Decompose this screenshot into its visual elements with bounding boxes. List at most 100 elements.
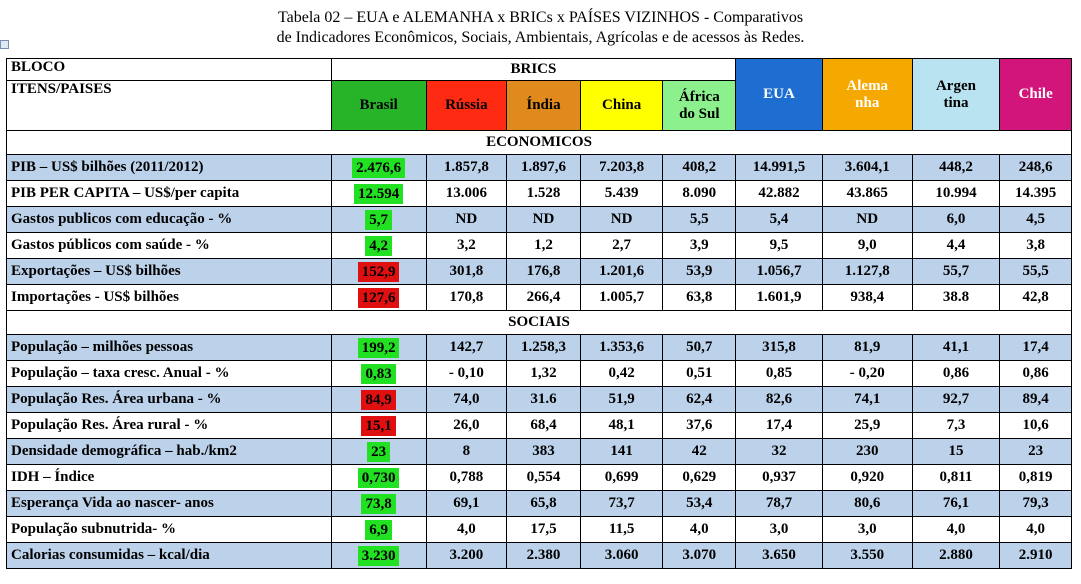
table-row: Gastos publicos com educação - % 5,7 ND ND N… xyxy=(6,206,1072,233)
table-cell: 8.090 xyxy=(662,180,737,207)
table-cell: 74,1 xyxy=(821,386,913,413)
table-cell: 1.601,9 xyxy=(735,284,823,311)
table-cell: ND xyxy=(425,206,508,233)
table-cell: 383 xyxy=(506,438,581,465)
table-cell: 5.439 xyxy=(579,180,664,207)
country-header-8: Chile xyxy=(999,58,1072,131)
table-row: PIB PER CAPITA – US$/per capita 12.594 13.… xyxy=(6,180,1072,207)
country-name: EUA xyxy=(763,86,795,102)
section-title: ECONOMICOS xyxy=(6,130,1072,155)
table-cell: 199,2 xyxy=(330,334,427,361)
table-cell: 79,3 xyxy=(999,490,1072,517)
table-cell: 51,9 xyxy=(579,386,664,413)
table-cell: 170,8 xyxy=(425,284,508,311)
table-cell: 1.857,8 xyxy=(425,154,508,181)
table-cell: 84,9 xyxy=(330,386,427,413)
table-cell: 142,7 xyxy=(425,334,508,361)
table-cell: 38.8 xyxy=(911,284,1001,311)
table-cell: 938,4 xyxy=(821,284,913,311)
table-cell: 4,0 xyxy=(662,516,737,543)
table-row: PIB – US$ bilhões (2011/2012) 2.476,6 1.85… xyxy=(6,154,1072,181)
table-cell: 23 xyxy=(999,438,1072,465)
table-cell: 23 xyxy=(330,438,427,465)
table-cell: 15,1 xyxy=(330,412,427,439)
table-row: IDH – Índice 0,730 0,788 0,554 0,699 0,629 0,9… xyxy=(6,464,1072,491)
table-row: Densidade demográfica – hab./km2 23 8 383 14… xyxy=(6,438,1072,465)
table-cell: 41,1 xyxy=(911,334,1001,361)
table-cell: 73,8 xyxy=(330,490,427,517)
table-cell: 4,5 xyxy=(999,206,1072,233)
table-row: População – milhões pessoas 199,2 142,7 1.2… xyxy=(6,334,1072,361)
title-line-1: Tabela 02 – EUA e ALEMANHA x BRICs x PAÍ… xyxy=(277,9,804,26)
table-cell: 42,8 xyxy=(999,284,1072,311)
table-cell: 0,699 xyxy=(579,464,664,491)
header-row-1: BLOCO BRICS EUA Alema nha Argen tina Chile xyxy=(6,58,1072,131)
brasil-highlight-value: 127,6 xyxy=(357,287,400,308)
table-cell: 0,730 xyxy=(330,464,427,491)
table-cell: 37,6 xyxy=(662,412,737,439)
table-cell: 0,811 xyxy=(911,464,1001,491)
table-cell: 3,0 xyxy=(735,516,823,543)
table-cell: 3,2 xyxy=(425,232,508,259)
country-header-0: Brasil xyxy=(330,80,427,131)
table-cell: 2.476,6 xyxy=(330,154,427,181)
row-label: Esperança Vida ao nascer- anos xyxy=(6,490,332,517)
country-name: Índia xyxy=(526,97,561,113)
country-header-4: África do Sul xyxy=(662,80,737,131)
table-cell: 74,0 xyxy=(425,386,508,413)
table-cell: 3,8 xyxy=(999,232,1072,259)
table-cell: 3,0 xyxy=(821,516,913,543)
table-cell: 50,7 xyxy=(662,334,737,361)
table-cell: 13.006 xyxy=(425,180,508,207)
country-header-6: Alema nha xyxy=(821,58,913,131)
table-cell: 266,4 xyxy=(506,284,581,311)
brasil-highlight-value: 84,9 xyxy=(361,389,396,410)
country-name-line2: tina xyxy=(943,94,969,111)
section-row: SOCIAIS xyxy=(6,310,1072,335)
table-cell: 1,2 xyxy=(506,232,581,259)
table-cell: 89,4 xyxy=(999,386,1072,413)
table-cell: 42 xyxy=(662,438,737,465)
table-cell: 0,937 xyxy=(735,464,823,491)
table-cell: 0,920 xyxy=(821,464,913,491)
table-cell: 17,4 xyxy=(735,412,823,439)
table-cell: 5,7 xyxy=(330,206,427,233)
table-cell: 3.604,1 xyxy=(821,154,913,181)
table-cell: 3,9 xyxy=(662,232,737,259)
table-cell: 1.897,6 xyxy=(506,154,581,181)
table-cell: 7,3 xyxy=(911,412,1001,439)
table-cell: 0,85 xyxy=(735,360,823,387)
table-cell: 3.230 xyxy=(330,542,427,569)
table-cell: 15 xyxy=(911,438,1001,465)
table-cell: 48,1 xyxy=(579,412,664,439)
section-title: SOCIAIS xyxy=(6,310,1072,335)
table-row: Calorias consumidas – kcal/dia 3.230 3.200… xyxy=(6,542,1072,569)
table-cell: 12.594 xyxy=(330,180,427,207)
bloco-label: BLOCO xyxy=(6,58,332,81)
row-label: Calorias consumidas – kcal/dia xyxy=(6,542,332,569)
brasil-highlight-value: 73,8 xyxy=(361,493,396,514)
header-row-2: ITENS/PAISES Brasil Rússia Índia China África… xyxy=(6,80,1072,131)
table-row: População – taxa cresc. Anual - % 0,83 - 0… xyxy=(6,360,1072,387)
table-cell: 0,819 xyxy=(999,464,1072,491)
table-cell: 55,5 xyxy=(999,258,1072,285)
table-cell: 1.201,6 xyxy=(579,258,664,285)
table-cell: 4,4 xyxy=(911,232,1001,259)
table-cell: 3.060 xyxy=(579,542,664,569)
table-cell: 8 xyxy=(425,438,508,465)
table-cell: 9,5 xyxy=(735,232,823,259)
itens-label: ITENS/PAISES xyxy=(6,80,332,131)
row-label: População Res. Área rural - % xyxy=(6,412,332,439)
country-name-line2: nha xyxy=(855,94,880,111)
table-cell: 0,554 xyxy=(506,464,581,491)
row-label: Importações - US$ bilhões xyxy=(6,284,332,311)
table-cell: ND xyxy=(821,206,913,233)
country-name: China xyxy=(602,97,642,113)
country-header-7: Argen tina xyxy=(911,58,1001,131)
brasil-highlight-value: 5,7 xyxy=(365,209,392,230)
table-cell: 1.127,8 xyxy=(821,258,913,285)
table-cell: 10,6 xyxy=(999,412,1072,439)
country-name: Rússia xyxy=(445,97,488,113)
table-cell: 152,9 xyxy=(330,258,427,285)
table-cell: 2.880 xyxy=(911,542,1001,569)
